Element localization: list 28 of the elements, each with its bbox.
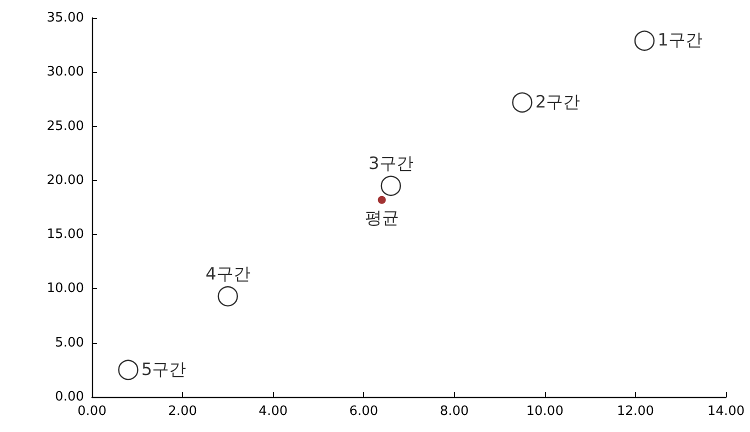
- point: [118, 360, 138, 380]
- y-tick-label: 20.00: [46, 172, 84, 188]
- x-tick-label: 6.00: [349, 404, 378, 419]
- series-label: 4구간: [205, 264, 250, 285]
- x-tick-label: 4.00: [258, 404, 288, 419]
- series-label: 3구간: [368, 154, 414, 174]
- x-tick-label: 0.00: [78, 404, 106, 419]
- y-tick-label: 35.00: [46, 10, 84, 26]
- point: [634, 30, 655, 51]
- y-tick-label: 25.00: [46, 118, 84, 134]
- point: [512, 92, 532, 113]
- y-tick-label: 30.00: [46, 64, 84, 80]
- series-label: 평균: [364, 208, 399, 228]
- y-tick-label: 10.00: [46, 281, 84, 296]
- series-label: 1구간: [658, 30, 702, 51]
- y-tick-label: 0.00: [55, 390, 84, 404]
- x-tick-label: 10.00: [526, 404, 564, 419]
- y-tick-label: 15.00: [46, 227, 84, 242]
- y-tick-label: 5.00: [55, 335, 84, 350]
- x-tick-label: 14.00: [707, 404, 745, 419]
- series-label: 5구간: [141, 360, 186, 380]
- point: [218, 286, 238, 306]
- x-tick-label: 2.00: [168, 404, 198, 419]
- x-tick-label: 8.00: [440, 404, 469, 419]
- series-label: 2구간: [535, 92, 580, 112]
- point: [380, 176, 402, 196]
- x-tick-label: 12.00: [616, 404, 654, 419]
- point: [378, 196, 386, 204]
